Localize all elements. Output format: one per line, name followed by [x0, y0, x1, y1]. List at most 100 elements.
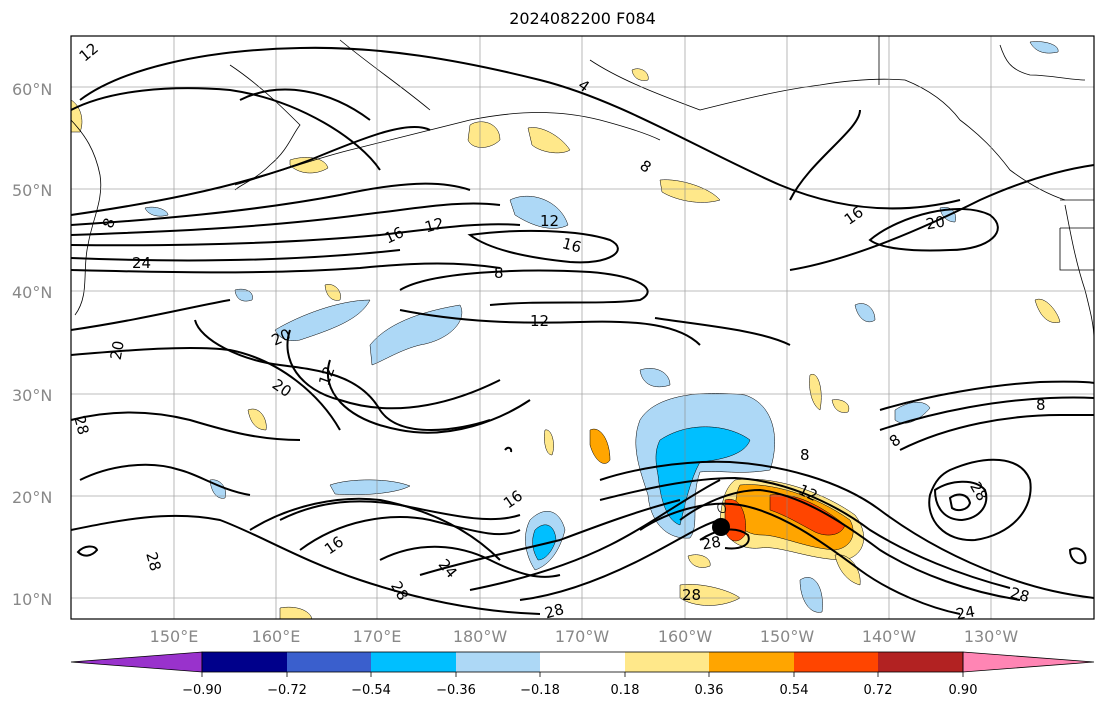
- colorbar-tick-label: 0.18: [611, 683, 640, 698]
- contour-line: [70, 223, 521, 247]
- asia-coastline: [70, 119, 102, 316]
- contour-label: 12: [423, 214, 446, 236]
- latitude-label: 30°N: [12, 386, 52, 405]
- map-title: 2024082200 F084: [509, 9, 656, 28]
- contour-line: [789, 109, 861, 201]
- longitude-label: 170°E: [353, 627, 402, 646]
- positive-anomaly-patch: [1034, 298, 1061, 323]
- contour-line: [899, 414, 1094, 451]
- graticule: [71, 36, 1094, 619]
- contour-label: 28: [142, 550, 164, 573]
- contour-line: [399, 309, 701, 346]
- contour-line: [469, 479, 721, 591]
- contour-lines: [70, 46, 1095, 615]
- colorbar-tick-label: 0.54: [780, 683, 809, 698]
- contour-line: [79, 463, 251, 496]
- contour-line: [279, 500, 521, 521]
- contour-line: [879, 396, 1095, 431]
- latitude-label: 10°N: [12, 590, 52, 609]
- contour-line: [70, 262, 501, 274]
- positive-anomaly-patch: [247, 408, 267, 431]
- negative-anomaly-patch: [639, 368, 671, 388]
- latitude-label: 50°N: [12, 181, 52, 200]
- map-border: [70, 35, 1095, 620]
- contour-line: [70, 87, 381, 171]
- contour-label: 12: [530, 312, 549, 330]
- colorbar-segment: [709, 652, 794, 672]
- contour-line: [194, 319, 491, 431]
- colorbar-tick-label: −0.18: [520, 683, 560, 698]
- longitude-labels: 150°E 160°E 170°E 180°W 170°W 160°W 150°…: [150, 627, 1019, 646]
- contour-line: [933, 480, 988, 522]
- contour-label: 8: [494, 264, 504, 282]
- contour-line: [70, 514, 541, 615]
- colorbar-tick-label: −0.90: [182, 683, 222, 698]
- positive-anomaly-patch: [324, 284, 341, 301]
- contour-label: 12: [540, 212, 559, 230]
- colorbar-tick-label: −0.72: [267, 683, 307, 698]
- negative-anomaly-patch: [234, 288, 253, 302]
- contour-line: [789, 164, 1095, 271]
- latitude-labels: 60°N 50°N 40°N 30°N 20°N 10°N: [12, 80, 52, 609]
- contour-line: [699, 528, 750, 550]
- negative-anomaly-patch: [854, 303, 876, 323]
- contour-line: [76, 545, 99, 557]
- colorbar-ticks: [201, 672, 964, 677]
- colorbar-segment: [878, 652, 963, 672]
- positive-anomaly-patch: [659, 179, 721, 203]
- contour-line: [286, 329, 501, 410]
- contour-label: 28: [1008, 584, 1031, 606]
- contour-line: [379, 545, 561, 578]
- colorbar-tick-label: 0.72: [864, 683, 893, 698]
- negative-anomaly-patch: [369, 304, 462, 366]
- positive-anomaly-patch: [527, 127, 571, 154]
- contour-line: [679, 488, 1021, 601]
- negative-anomaly-patch: [532, 524, 557, 561]
- america-westcoast: [1064, 204, 1095, 341]
- contour-line: [299, 516, 521, 551]
- longitude-label: 160°E: [252, 627, 301, 646]
- longitude-label: 140°W: [862, 627, 917, 646]
- contour-line: [639, 502, 961, 615]
- positive-anomaly-patch: [544, 429, 554, 456]
- coastlines: [70, 39, 1095, 513]
- contour-label: 24: [132, 254, 151, 272]
- contour-line: [70, 299, 231, 331]
- contour-line: [70, 249, 401, 262]
- positive-anomaly-patch: [289, 157, 329, 174]
- colorbar: −0.90 −0.72 −0.54 −0.36 −0.18 0.18 0.36 …: [70, 651, 1095, 698]
- contour-label: 28: [543, 600, 566, 622]
- colorbar-tick-label: −0.54: [351, 683, 391, 698]
- colorbar-outline: [201, 651, 964, 673]
- contour-label: 8: [800, 446, 810, 464]
- positive-anomaly-patch: [809, 373, 822, 411]
- longitude-label: 160°W: [658, 627, 713, 646]
- contour-line: [654, 317, 791, 346]
- positive-anomaly-patch: [769, 494, 846, 536]
- contour-label: 24: [954, 602, 976, 623]
- colorbar-segment: [540, 652, 625, 672]
- contour-line: [599, 460, 1095, 599]
- us-border-3: [1059, 228, 1094, 271]
- contour-line: [399, 269, 649, 306]
- colorbar-segment: [794, 652, 878, 672]
- longitude-label: 150°W: [760, 627, 815, 646]
- positive-anomaly-patch: [831, 399, 850, 413]
- longitude-label: 170°W: [555, 627, 610, 646]
- contour-label: 8: [1036, 396, 1046, 414]
- positive-anomaly-patch: [834, 554, 861, 586]
- latitude-label: 60°N: [12, 80, 52, 99]
- shaded-anomalies: [70, 41, 1061, 620]
- contour-label: 12: [315, 364, 338, 388]
- contour-line: [70, 182, 471, 226]
- contour-line: [70, 125, 431, 216]
- contour-line: [249, 497, 501, 561]
- contour-line: [70, 411, 301, 441]
- longitude-label: 180°W: [453, 627, 508, 646]
- contour-line: [928, 458, 1032, 542]
- contour-line: [239, 88, 371, 121]
- negative-anomaly-patch: [329, 479, 411, 495]
- colorbar-tick-label: 0.36: [695, 683, 724, 698]
- contour-line: [419, 499, 681, 576]
- positive-anomaly-patch: [589, 428, 611, 464]
